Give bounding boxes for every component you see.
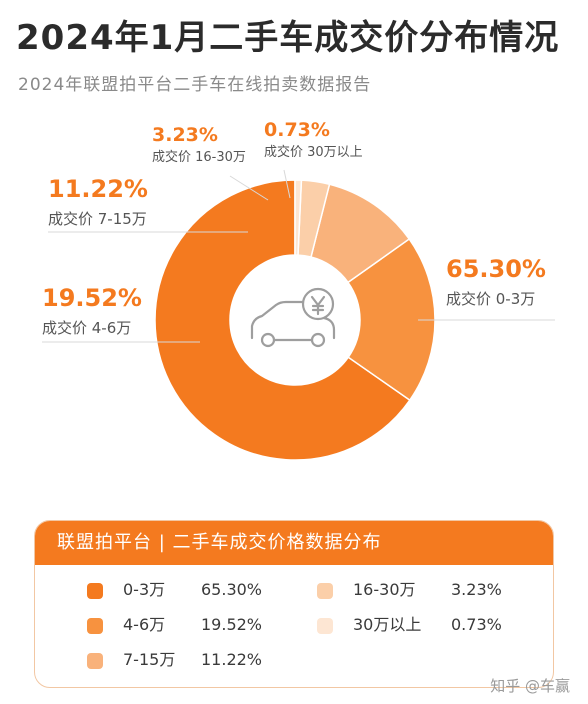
category-label-0: 成交价 0-3万	[446, 290, 535, 308]
legend-swatch-16-30	[317, 583, 333, 599]
value-label-4: 0.73%	[264, 119, 330, 141]
donut-chart: 65.30% 成交价 0-3万 19.52% 成交价 4-6万 11.22% 成交价 7-…	[42, 119, 555, 461]
car-body	[250, 300, 336, 340]
legend-label: 4-6万	[123, 615, 166, 634]
car-currency-icon	[250, 287, 336, 348]
category-label-4: 成交价 30万以上	[264, 144, 363, 160]
legend-swatch-0-3	[87, 583, 103, 599]
page-title: 2024年1月二手车成交价分布情况	[16, 18, 560, 58]
legend-value: 19.52%	[201, 615, 263, 634]
leader-line-4	[283, 169, 291, 199]
legend-label: 30万以上	[353, 615, 422, 634]
page-subtitle: 2024年联盟拍平台二手车在线拍卖数据报告	[18, 75, 372, 95]
leader-line-3	[229, 175, 269, 201]
donut-hole	[230, 255, 360, 385]
pie-slice-1	[346, 237, 436, 402]
category-label-2: 成交价 7-15万	[48, 210, 147, 228]
legend-label: 16-30万	[353, 580, 416, 599]
legend-swatch-7-15	[87, 653, 103, 669]
yen-symbol	[310, 295, 326, 316]
legend-label: 7-15万	[123, 650, 176, 669]
value-label-3: 3.23%	[152, 124, 218, 146]
legend-swatch-30-plus	[317, 618, 333, 634]
legend-value: 65.30%	[201, 580, 263, 599]
legend-label: 0-3万	[123, 580, 166, 599]
value-label-0: 65.30%	[446, 255, 546, 283]
category-label-1: 成交价 4-6万	[42, 319, 131, 337]
category-label-3: 成交价 16-30万	[152, 149, 246, 165]
watermark: 知乎 @车赢	[490, 677, 570, 695]
value-label-2: 11.22%	[48, 175, 148, 203]
legend-header: 联盟拍平台 | 二手车成交价格数据分布	[35, 521, 553, 565]
legend-value: 3.23%	[451, 580, 502, 599]
value-label-1: 19.52%	[42, 284, 142, 312]
legend-swatch-4-6	[87, 618, 103, 634]
legend-value: 11.22%	[201, 650, 263, 669]
legend-box: 联盟拍平台 | 二手车成交价格数据分布 0-3万 65.30% 4-6万 19.…	[34, 520, 554, 688]
legend-value: 0.73%	[451, 615, 502, 634]
